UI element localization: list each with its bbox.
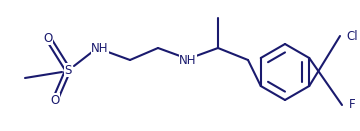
Text: O: O — [50, 94, 60, 107]
Text: O: O — [43, 31, 53, 45]
Text: Cl: Cl — [346, 29, 358, 42]
Text: F: F — [349, 99, 355, 111]
Text: S: S — [64, 64, 72, 77]
Text: NH: NH — [179, 53, 197, 67]
Text: NH: NH — [91, 42, 109, 54]
